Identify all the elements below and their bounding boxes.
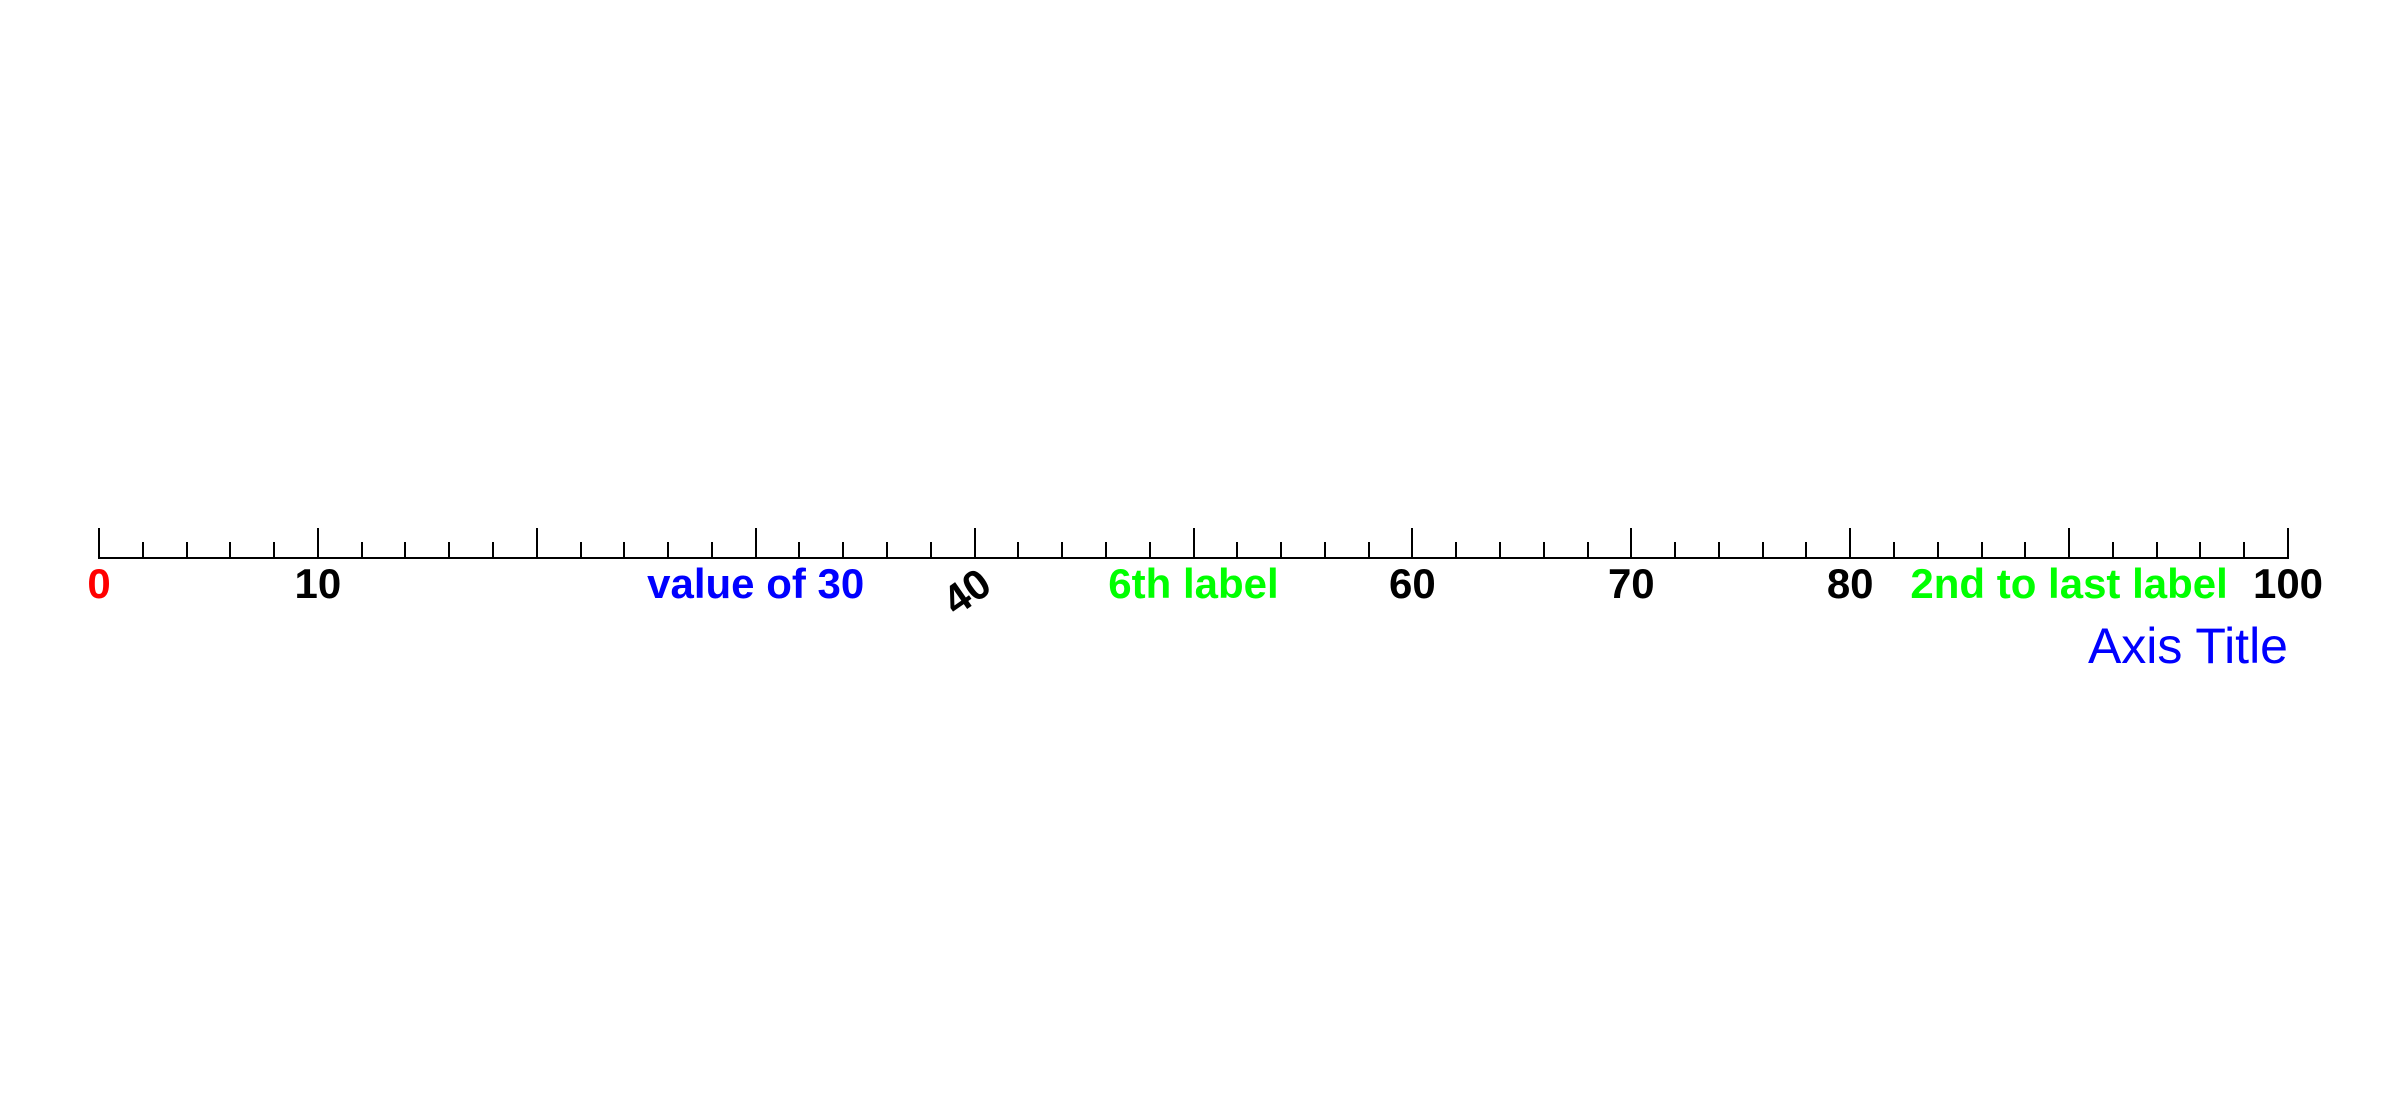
minor-tick — [360, 542, 363, 558]
major-tick — [98, 528, 100, 558]
minor-tick — [1498, 542, 1501, 558]
minor-tick — [1455, 542, 1458, 558]
tick-label: 0 — [87, 560, 111, 607]
minor-tick — [1542, 542, 1545, 558]
minor-tick — [448, 542, 451, 558]
tick-label: 70 — [1607, 560, 1655, 607]
minor-tick — [1148, 542, 1151, 558]
minor-tick — [1674, 542, 1677, 558]
minor-tick — [2199, 542, 2202, 558]
major-tick — [2287, 528, 2289, 558]
minor-tick — [141, 542, 144, 558]
axis-title: Axis Title — [2087, 618, 2288, 674]
major-tick — [754, 528, 757, 558]
minor-tick — [1805, 542, 1808, 558]
minor-tick — [2024, 542, 2027, 558]
tick-label: 100 — [2252, 560, 2324, 607]
minor-tick — [1717, 542, 1720, 558]
minor-tick — [492, 542, 495, 558]
major-tick — [2068, 528, 2071, 558]
minor-tick — [1367, 542, 1370, 558]
minor-tick — [710, 542, 713, 558]
minor-tick — [1280, 542, 1283, 558]
minor-tick — [2243, 542, 2246, 558]
minor-tick — [404, 542, 407, 558]
minor-tick — [929, 542, 932, 558]
minor-tick — [1761, 542, 1764, 558]
minor-tick — [842, 542, 845, 558]
tick-label: 40 — [933, 558, 999, 625]
minor-tick — [1236, 542, 1239, 558]
minor-tick — [1017, 542, 1020, 558]
major-tick — [1411, 528, 1414, 558]
minor-tick — [1104, 542, 1107, 558]
minor-tick — [1892, 542, 1895, 558]
minor-tick — [185, 542, 188, 558]
minor-tick — [798, 542, 801, 558]
tick-label: 80 — [1826, 560, 1874, 607]
minor-tick — [2111, 542, 2114, 558]
minor-tick — [1586, 542, 1589, 558]
tick-label: 6th label — [1108, 560, 1279, 607]
minor-tick — [886, 542, 889, 558]
minor-tick — [1323, 542, 1326, 558]
major-tick — [973, 528, 976, 558]
minor-tick — [1061, 542, 1064, 558]
tick-label: 10 — [294, 560, 342, 607]
major-tick — [1630, 528, 1633, 558]
minor-tick — [1980, 542, 1983, 558]
minor-tick — [1936, 542, 1939, 558]
major-tick — [1192, 528, 1195, 558]
minor-tick — [229, 542, 232, 558]
major-tick — [1849, 528, 1852, 558]
minor-tick — [579, 542, 582, 558]
axis-line — [98, 557, 2289, 559]
minor-tick — [273, 542, 276, 558]
tick-label: value of 30 — [647, 560, 865, 607]
tick-label: 2nd to last label — [1910, 560, 2228, 607]
minor-tick — [623, 542, 626, 558]
tick-label: 60 — [1389, 560, 1436, 607]
minor-tick — [667, 542, 670, 558]
major-tick — [316, 528, 319, 558]
major-tick — [535, 528, 538, 558]
minor-tick — [2155, 542, 2158, 558]
